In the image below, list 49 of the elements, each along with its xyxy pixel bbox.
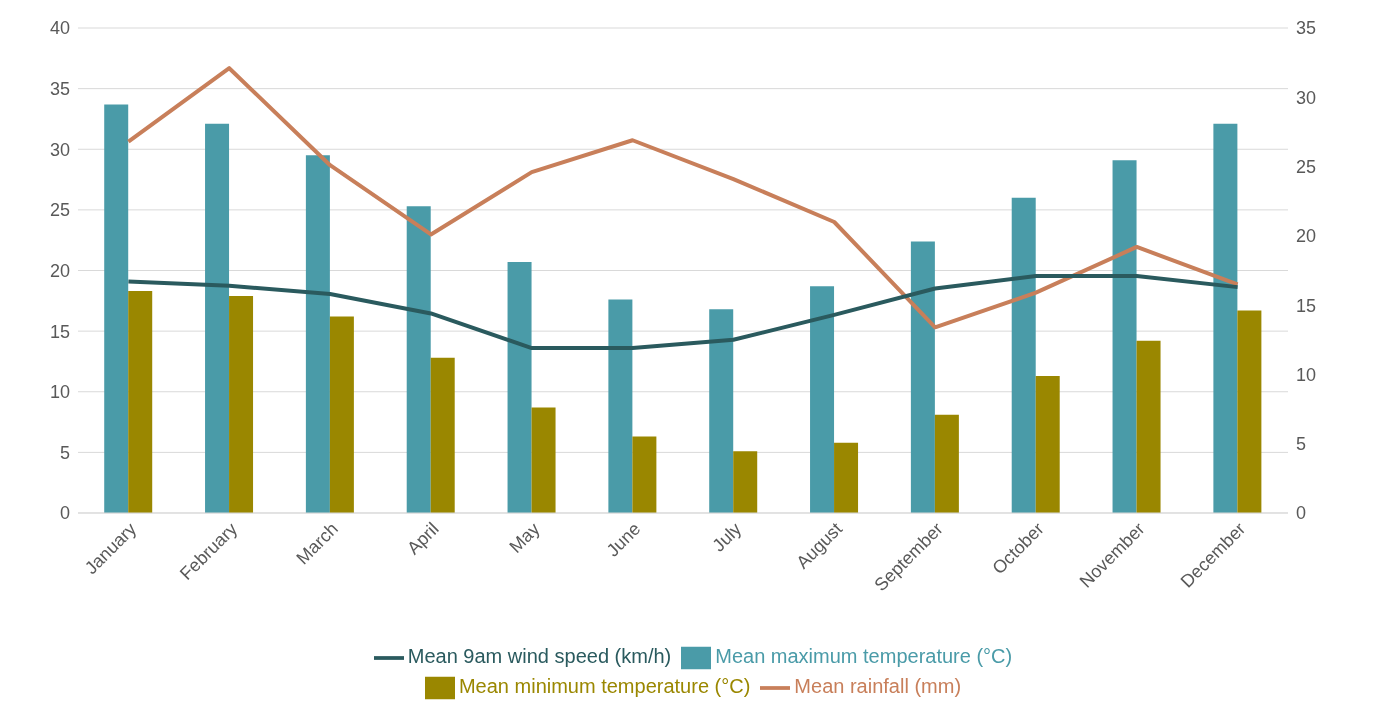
bar xyxy=(1136,340,1161,513)
y-tick-label: 5 xyxy=(59,442,70,463)
legend-label: Mean rainfall (mm) xyxy=(794,675,962,698)
legend-label: Mean maximum temperature (°C) xyxy=(715,645,1013,668)
bar xyxy=(104,104,129,513)
bar xyxy=(305,155,330,513)
bar xyxy=(632,436,657,513)
bar xyxy=(910,241,935,513)
x-tick-label: July xyxy=(708,518,746,556)
bar xyxy=(810,286,835,513)
y2-tick-label: 0 xyxy=(1296,503,1307,524)
bar xyxy=(709,309,734,513)
y-tick-label: 15 xyxy=(49,321,70,342)
bar xyxy=(229,295,254,513)
y-tick-label: 25 xyxy=(49,200,70,221)
legend-label: Mean minimum temperature (°C) xyxy=(458,675,751,698)
line-series xyxy=(126,274,1240,351)
bar xyxy=(406,206,431,513)
y-tick-label: 30 xyxy=(49,139,70,160)
y2-tick-label: 15 xyxy=(1296,295,1317,316)
bar xyxy=(834,442,859,513)
line-series xyxy=(126,66,1240,330)
bar xyxy=(1035,375,1060,513)
bar xyxy=(531,407,556,513)
x-tick-label: May xyxy=(505,518,544,557)
legend-label: Mean 9am wind speed (km/h) xyxy=(407,645,672,668)
bar xyxy=(733,451,758,513)
y2-tick-label: 10 xyxy=(1296,364,1317,385)
bar xyxy=(430,357,455,513)
y2-tick-label: 30 xyxy=(1296,87,1317,108)
y-tick-label: 20 xyxy=(49,260,70,281)
bar xyxy=(507,262,532,513)
bar xyxy=(205,123,230,513)
y-tick-label: 0 xyxy=(59,503,70,524)
y2-tick-label: 20 xyxy=(1296,226,1317,247)
bar xyxy=(1237,310,1262,513)
y2-tick-label: 35 xyxy=(1296,18,1317,39)
bar xyxy=(1213,123,1238,513)
bar xyxy=(128,291,153,513)
y-tick-label: 35 xyxy=(49,79,70,100)
bar xyxy=(329,316,354,513)
bar xyxy=(934,414,959,513)
y-tick-label: 10 xyxy=(49,382,70,403)
y-tick-label: 40 xyxy=(49,18,70,39)
y2-tick-label: 25 xyxy=(1296,156,1317,177)
bar xyxy=(1112,160,1137,513)
y2-tick-label: 5 xyxy=(1296,434,1307,455)
bar xyxy=(1011,197,1036,513)
bar xyxy=(608,299,633,513)
